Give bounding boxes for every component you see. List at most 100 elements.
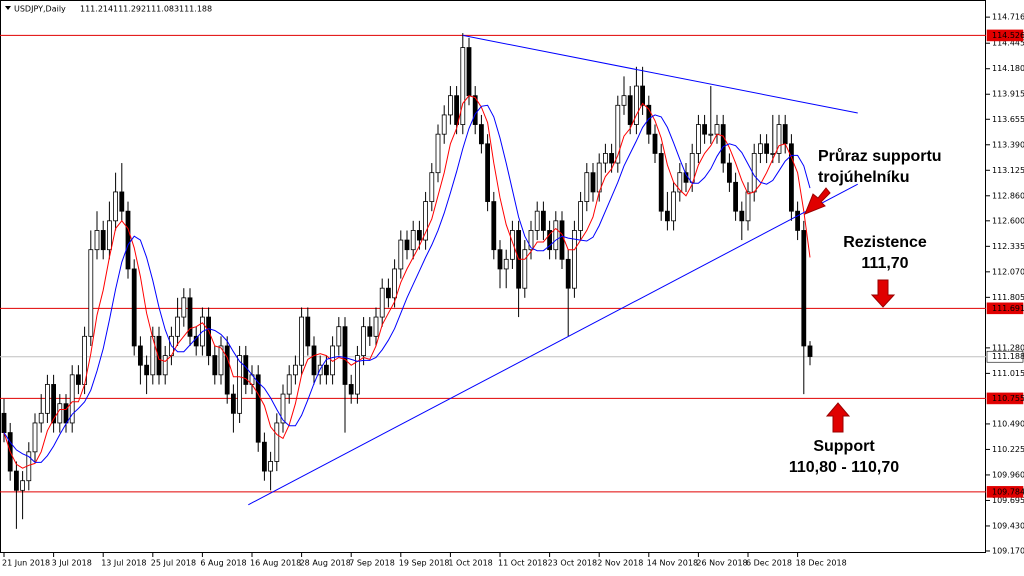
candle-body [361, 326, 367, 356]
candle-body [447, 95, 453, 116]
candle-body [224, 345, 230, 395]
x-tick-label: 19 Sep 2018 [399, 559, 450, 568]
candle-body [429, 172, 435, 202]
y-tick-label: 109.170 [992, 546, 1024, 555]
y-tick-label: 112.600 [992, 216, 1024, 225]
candle-body [627, 95, 633, 125]
x-tick-label: 3 Jul 2018 [52, 559, 92, 568]
level-tag [986, 302, 1024, 315]
x-tick-label: 11 Oct 2018 [498, 559, 547, 568]
candle-body [51, 384, 56, 424]
y-tick-label: 113.655 [992, 115, 1024, 124]
candle-body [689, 153, 695, 183]
candle-body [385, 287, 391, 299]
candle-body [410, 230, 416, 251]
candle-body [323, 364, 329, 376]
trendline [462, 34, 858, 114]
candle-body [398, 239, 404, 270]
candle-body [739, 210, 745, 222]
candle-body [20, 480, 26, 491]
y-tick-label: 112.070 [992, 267, 1024, 276]
candle-body [454, 95, 460, 125]
candle-body [212, 355, 218, 376]
x-tick-label: 6 Aug 2018 [200, 559, 246, 568]
candle-body [553, 220, 559, 251]
y-tick-label: 113.125 [992, 166, 1024, 175]
x-tick-label: 7 Sep 2018 [349, 559, 395, 568]
candle-body [119, 191, 125, 212]
y-tick-label: 111.805 [992, 293, 1024, 302]
candle-body [354, 355, 360, 395]
candle-body [292, 364, 298, 376]
candle-body [107, 220, 112, 251]
candle-body [565, 258, 571, 289]
annotation: Rezistence [843, 234, 927, 251]
candle-body [503, 258, 509, 270]
candle-body [782, 124, 788, 145]
candle-body [522, 249, 528, 289]
candle-body [764, 143, 769, 154]
level-tag [986, 486, 1024, 498]
arrow [870, 279, 896, 308]
level-tag [986, 29, 1024, 42]
candle-body [534, 210, 540, 231]
x-tick-label: 13 Jul 2018 [101, 559, 146, 568]
quote-value: 111.083 [146, 5, 179, 14]
candle-body [658, 153, 664, 212]
y-tick-label: 109.430 [992, 521, 1024, 530]
annotation: Průraz supportu [818, 148, 942, 165]
candle-body [578, 201, 583, 231]
moving-average [3, 95, 811, 469]
candle-body [342, 326, 348, 385]
candle-body [714, 124, 720, 135]
candle-body [559, 220, 565, 260]
candle-body [404, 239, 410, 251]
candle-body [280, 393, 286, 424]
candle-body [206, 316, 212, 356]
candle-body [807, 345, 813, 357]
level-label: 111.691 [992, 304, 1024, 313]
candle-body [509, 230, 515, 260]
candle-body [286, 374, 292, 395]
candle-body [801, 230, 807, 347]
candle-body [32, 422, 38, 453]
candle-body [547, 230, 552, 251]
candle-body [528, 230, 534, 251]
level-tag [986, 392, 1024, 405]
candle-body [634, 85, 639, 125]
trendline [248, 183, 858, 506]
candle-body [373, 316, 379, 337]
y-tick-label: 113.915 [992, 90, 1024, 99]
level-label: 111.188 [992, 352, 1024, 361]
candle-body [423, 201, 429, 241]
arrow [804, 187, 831, 215]
candle-body [615, 104, 621, 164]
candle-body [584, 172, 590, 202]
candle-body [367, 326, 373, 337]
candle-body [541, 210, 546, 231]
y-tick-label: 112.335 [992, 242, 1024, 251]
candle-body [311, 345, 317, 376]
x-tick-label: 18 Dec 2018 [796, 559, 847, 568]
candle-body [727, 162, 732, 183]
candle-body [485, 143, 491, 202]
y-tick-label: 109.695 [992, 496, 1024, 505]
candle-body [776, 124, 782, 154]
annotation: Support [813, 438, 875, 455]
y-tick-label: 109.960 [992, 470, 1024, 479]
candle-body [720, 124, 726, 164]
candle-body [94, 230, 100, 251]
candle-body [69, 374, 75, 424]
candle-body [590, 172, 596, 193]
candle-body [255, 374, 261, 443]
plot-frame [0, 0, 986, 553]
candle-body [441, 114, 447, 135]
candle-body [758, 143, 763, 154]
candle-body [609, 153, 614, 164]
candle-body [156, 335, 162, 376]
candle-body [466, 47, 472, 97]
y-tick-label: 111.280 [992, 343, 1024, 352]
candle-body [13, 470, 19, 491]
level-tag [986, 350, 1024, 363]
